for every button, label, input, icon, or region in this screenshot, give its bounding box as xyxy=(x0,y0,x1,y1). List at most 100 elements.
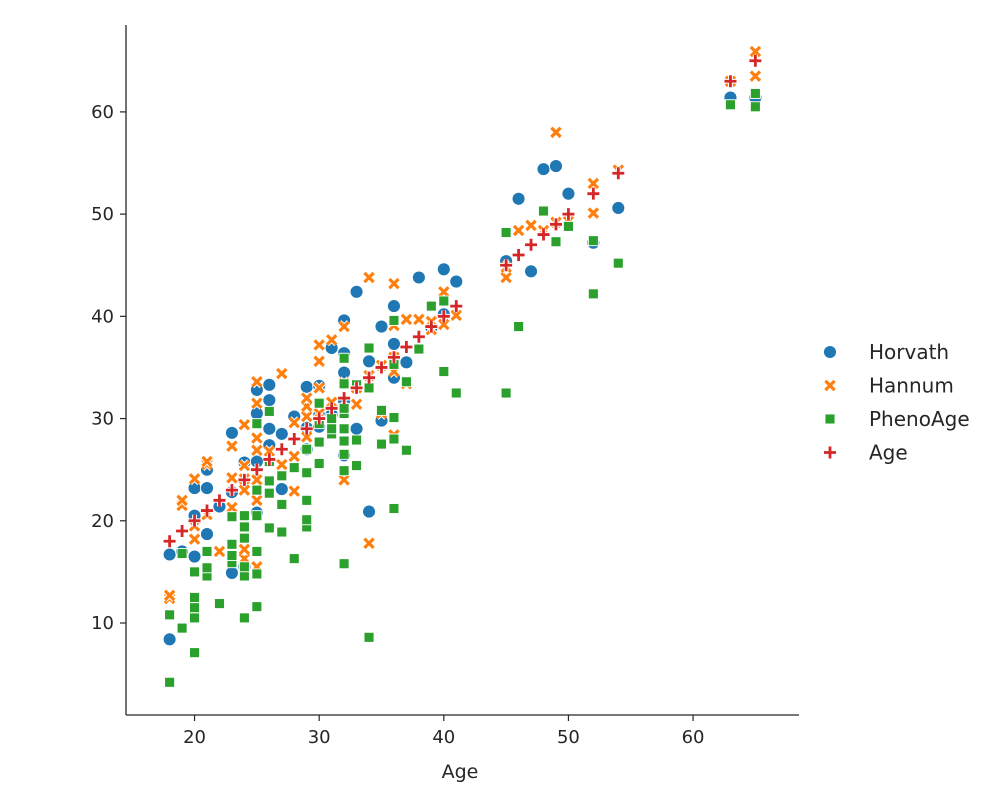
horvath-point xyxy=(549,159,563,174)
phenoage-point xyxy=(500,387,512,399)
hannum-point xyxy=(325,395,339,409)
horvath-point xyxy=(561,186,576,201)
horvath-point xyxy=(274,426,289,441)
horvath-point xyxy=(262,377,277,392)
hannum-point xyxy=(163,588,177,602)
y-tick-label: 10 xyxy=(91,613,114,634)
horvath-point xyxy=(611,201,626,215)
horvath-point xyxy=(399,355,414,370)
phenoage-point xyxy=(288,462,300,474)
age-point xyxy=(238,473,251,486)
horvath-point xyxy=(349,284,364,299)
horvath-point xyxy=(299,379,314,394)
y-tick-label: 20 xyxy=(91,511,114,532)
phenoage-point xyxy=(338,435,350,447)
age-point xyxy=(400,341,413,353)
horvath-point xyxy=(362,504,376,519)
hannum-point xyxy=(175,493,189,507)
x-ticks: 20 30 40 50 60 xyxy=(183,715,705,748)
y-tick-label: 30 xyxy=(91,409,114,430)
phenoage-point xyxy=(438,295,450,307)
horvath-point xyxy=(224,565,239,580)
phenoage-point xyxy=(189,647,200,659)
hannum-point xyxy=(213,545,226,558)
phenoage-point xyxy=(562,220,574,232)
horvath-point xyxy=(162,547,177,562)
hannum-point xyxy=(300,430,314,444)
phenoage-point xyxy=(513,321,525,333)
legend-label: PhenoAge xyxy=(869,407,970,431)
phenoage-point xyxy=(500,227,512,238)
hannum-point xyxy=(262,444,276,458)
hannum-point xyxy=(225,471,239,485)
age-point xyxy=(512,249,525,261)
age-point xyxy=(500,259,513,272)
hannum-point xyxy=(300,410,314,423)
hannum-point xyxy=(225,439,239,453)
age-point xyxy=(387,351,400,364)
hannum-point xyxy=(287,484,301,498)
x-tick-label: 30 xyxy=(308,727,331,748)
horvath-point xyxy=(536,162,551,177)
phenoage-point xyxy=(276,498,288,510)
age-point xyxy=(300,422,313,435)
phenoage-point xyxy=(338,423,350,435)
hannum-point xyxy=(237,418,251,432)
hannum-point xyxy=(399,312,413,326)
age-point xyxy=(724,75,737,88)
legend-label: Horvath xyxy=(869,340,949,364)
hannum-point xyxy=(287,416,301,430)
phenoage-point xyxy=(363,342,375,354)
age-point xyxy=(587,187,600,200)
horvath-point xyxy=(524,264,538,279)
hannum-point xyxy=(287,449,301,463)
phenoage-point xyxy=(301,443,313,455)
hannum-point xyxy=(337,320,351,333)
hannum-point xyxy=(188,472,201,486)
hannum-point xyxy=(250,493,264,507)
phenoage-point xyxy=(189,602,200,614)
phenoage-point xyxy=(550,236,562,248)
phenoage-point xyxy=(263,475,275,487)
hannum-point xyxy=(188,532,201,546)
horvath-point xyxy=(337,365,352,380)
legend-item-hannum: Hannum xyxy=(823,374,954,398)
horvath-point xyxy=(387,299,401,314)
age-point xyxy=(338,392,351,405)
legend: Horvath Hannum PhenoAge Age xyxy=(823,340,970,465)
phenoage-point xyxy=(251,568,263,580)
phenoage-point xyxy=(201,545,213,557)
phenoage-point xyxy=(326,423,338,435)
phenoage-point xyxy=(238,612,250,624)
age-point xyxy=(250,463,263,476)
hannum-point xyxy=(337,473,351,487)
horvath-point xyxy=(274,482,289,497)
legend-item-age: Age xyxy=(824,441,908,465)
legend-marker-age xyxy=(824,446,836,459)
phenoage-point xyxy=(226,550,238,561)
hannum-point xyxy=(412,312,426,326)
hannum-point xyxy=(499,271,513,284)
phenoage-point xyxy=(238,510,250,522)
hannum-point xyxy=(325,333,339,347)
horvath-point xyxy=(387,336,401,351)
age-point xyxy=(201,504,214,517)
hannum-point xyxy=(449,308,463,322)
hannum-point xyxy=(237,459,251,473)
hannum-point xyxy=(300,391,314,405)
phenoage-point xyxy=(251,418,263,430)
phenoage-point xyxy=(276,526,288,538)
phenoage-point xyxy=(587,288,599,300)
phenoage-point xyxy=(214,598,225,610)
phenoage-point xyxy=(313,397,325,409)
horvath-point xyxy=(200,527,214,542)
legend-label: Hannum xyxy=(869,374,954,398)
phenoage-point xyxy=(338,378,350,390)
age-point xyxy=(537,228,550,241)
age-point xyxy=(425,320,438,333)
phenoage-point xyxy=(450,387,462,399)
horvath-point xyxy=(374,319,389,334)
phenoage-point xyxy=(749,101,761,113)
age-point xyxy=(375,361,388,374)
hannum-point xyxy=(586,206,600,220)
